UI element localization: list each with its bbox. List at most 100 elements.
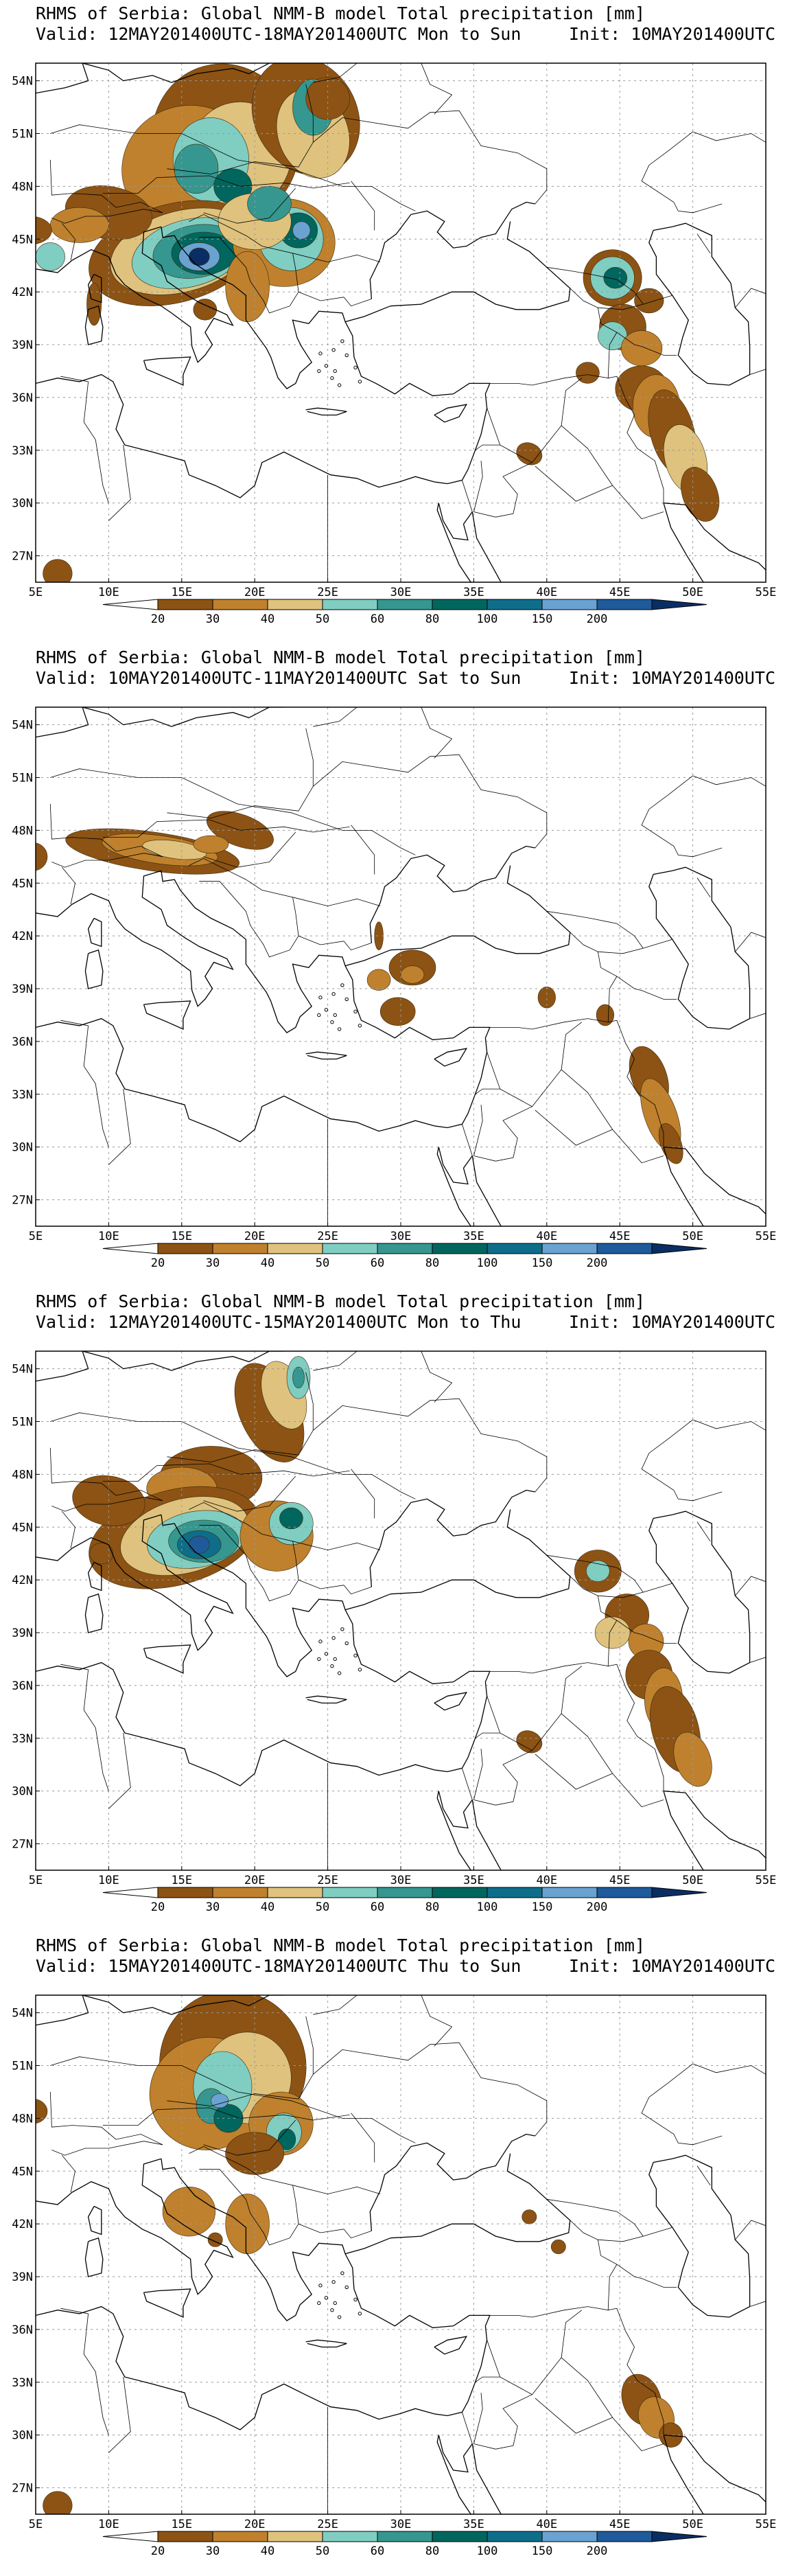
colorbar-label: 200	[587, 1256, 608, 1270]
lat-tick-label: 36N	[12, 1679, 33, 1693]
precip-contour	[292, 221, 311, 240]
coastline	[87, 273, 102, 303]
coastline	[161, 227, 391, 389]
coastline	[471, 2443, 502, 2514]
lat-tick-label: 51N	[12, 2060, 33, 2073]
colorbar-label: 60	[371, 612, 384, 626]
island	[344, 1641, 349, 1646]
island	[318, 2284, 323, 2288]
lat-tick-label: 30N	[12, 2429, 33, 2443]
island	[358, 1668, 362, 1672]
island	[353, 1653, 358, 1658]
aegean-islands	[317, 339, 362, 387]
island	[358, 1024, 362, 1028]
colorbar: 20 30 40 50 60 80 100 150 200	[102, 599, 707, 626]
precip-contour	[277, 2128, 296, 2150]
colorbar-segment	[487, 599, 543, 610]
lon-tick-label: 50E	[682, 586, 703, 599]
init-time: Init: 10MAY201400UTC	[568, 1312, 775, 1332]
valid-period: Valid: 12MAY201400UTC-15MAY201400UTC Mon…	[36, 1312, 522, 1332]
colorbar-label: 200	[587, 1900, 608, 1914]
country-border	[189, 1502, 299, 1602]
colorbar-label: 200	[587, 612, 608, 626]
coastlines	[36, 63, 766, 582]
country-border	[535, 1753, 613, 1790]
precip-contour	[36, 216, 52, 244]
lon-tick-label: 10E	[98, 1874, 119, 1887]
colorbar-segment	[432, 1243, 488, 1254]
lon-tick-label: 55E	[756, 1230, 777, 1243]
country-border	[61, 1510, 75, 1549]
country-border	[102, 819, 350, 838]
country-border	[189, 2146, 299, 2246]
coastline	[143, 2288, 191, 2319]
coastline	[36, 63, 270, 94]
country-border	[473, 461, 483, 512]
country-border	[546, 2198, 644, 2242]
precip-contour	[603, 267, 628, 289]
colorbar-label: 20	[151, 612, 165, 626]
colorbar-label: 60	[371, 1256, 384, 1270]
lon-tick-label: 30E	[390, 1230, 412, 1243]
colorbar-label: 30	[206, 612, 220, 626]
coastline	[369, 201, 535, 299]
precip-contour	[193, 835, 229, 854]
colorbar-label: 100	[477, 1256, 498, 1270]
island	[358, 380, 362, 384]
country-border	[641, 131, 766, 214]
island	[340, 2271, 344, 2275]
colorbar-label: 40	[261, 612, 274, 626]
lat-tick-label: 45N	[12, 1521, 33, 1534]
colorbar-segment	[432, 2531, 488, 2542]
precip-contour	[247, 186, 292, 222]
island	[318, 1640, 323, 1644]
valid-period: Valid: 10MAY201400UTC-11MAY201400UTC Sat…	[36, 668, 522, 688]
country-border	[298, 935, 372, 951]
country-borders	[49, 707, 766, 1226]
coastline	[143, 1644, 191, 1675]
lat-tick-label: 42N	[12, 930, 33, 943]
colorbar-segment	[651, 599, 707, 610]
precip-contour	[279, 1507, 303, 1530]
colorbar-segment	[487, 1243, 543, 1254]
precip-map-panel: RHMS of Serbia: Global NMM-B model Total…	[0, 644, 796, 1288]
coastline	[36, 226, 234, 363]
coastline	[36, 1995, 270, 2026]
country-border	[351, 825, 375, 875]
lon-tick-label: 15E	[171, 586, 192, 599]
country-border	[473, 462, 532, 518]
country-border	[643, 939, 672, 949]
coastline	[438, 2435, 473, 2473]
lon-tick-label: 5E	[29, 1230, 43, 1243]
island	[317, 369, 321, 373]
country-border	[60, 376, 109, 503]
lat-tick-label: 42N	[12, 2218, 33, 2231]
precip-contour	[634, 288, 664, 314]
lat-tick-label: 51N	[12, 1416, 33, 1429]
island	[353, 365, 358, 370]
country-border	[298, 291, 372, 307]
coastline	[84, 949, 104, 989]
coastline	[305, 2339, 347, 2348]
panel-title: RHMS of Serbia: Global NMM-B model Total…	[36, 1291, 646, 1311]
coastline	[438, 1791, 473, 1829]
lon-tick-label: 25E	[317, 1230, 338, 1243]
lat-tick-label: 48N	[12, 824, 33, 838]
lon-tick-label: 45E	[609, 2518, 631, 2531]
country-border	[487, 378, 583, 463]
country-border	[641, 2063, 766, 2146]
country-border	[489, 308, 618, 386]
colorbar-label: 50	[316, 612, 329, 626]
country-border	[473, 1106, 532, 1162]
precip-field	[36, 1995, 683, 2514]
lon-tick-label: 25E	[317, 1874, 338, 1887]
country-border	[475, 1732, 500, 1739]
lat-tick-label: 33N	[12, 444, 33, 458]
country-border	[475, 2376, 500, 2383]
country-border	[351, 1469, 375, 1519]
precip-contour	[620, 330, 663, 367]
country-borders	[49, 63, 766, 582]
country-border	[50, 2056, 416, 2143]
island	[353, 2297, 358, 2302]
